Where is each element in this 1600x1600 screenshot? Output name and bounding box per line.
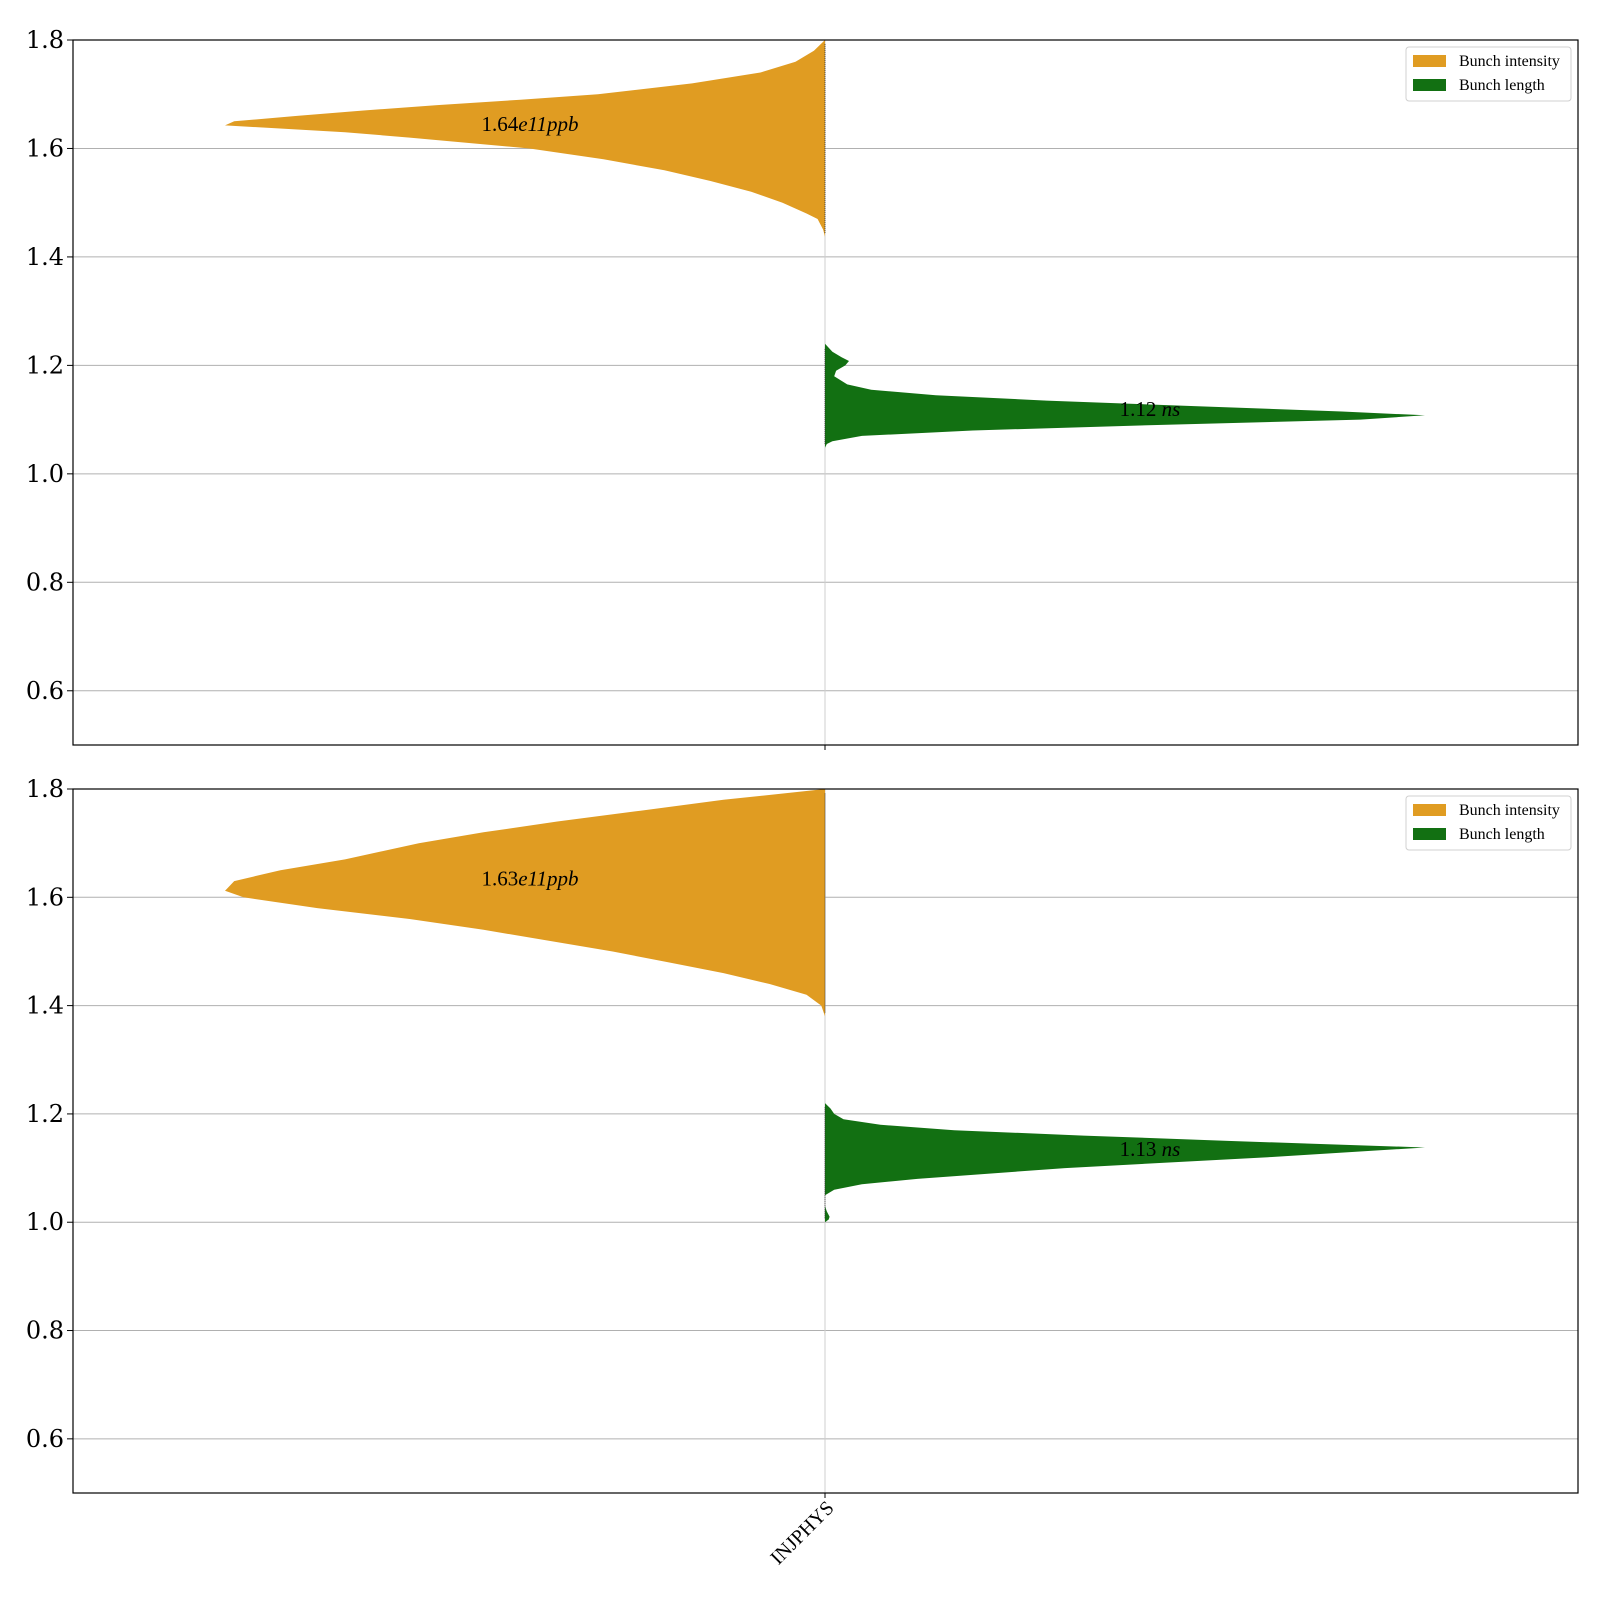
y-tick-label: 1.0 [26,460,64,488]
legend-swatch [1413,79,1446,91]
median-unit: ns [1162,397,1181,421]
y-tick-label: 1.2 [26,1100,64,1128]
chart-panel-1: 0.6 0.8 1.0 1.2 1.4 1.6 1.8 1.64e11ppb 1.12 ns Bu… [26,26,1579,750]
legend-swatch [1413,55,1446,67]
median-exponent: e11 [518,866,547,890]
y-tick-label: 1.8 [26,26,64,54]
bunch-length-violin [825,343,1425,448]
bunch-intensity-violin [225,789,825,1017]
bunch-intensity-median-label: 1.64e11ppb [481,112,578,136]
bunch-length-violin [825,1103,1425,1223]
x-tick-label: INJPHYS [766,1497,838,1569]
y-tick-label: 1.4 [26,243,64,271]
y-tick-label: 0.8 [26,568,64,596]
chart-panel-2: 0.6 0.8 1.0 1.2 1.4 1.6 1.8 1.63e11ppb 1.13 ns IN… [26,775,1579,1569]
legend-box [1405,46,1572,102]
median-unit: ns [1162,1137,1181,1161]
median-value: 1.12 [1120,397,1157,421]
bunch-length-median-label: 1.13 ns [1120,1137,1181,1161]
median-unit: ppb [545,112,579,136]
bunch-length-median-label: 1.12 ns [1120,397,1181,421]
bunch-intensity-median-label: 1.63e11ppb [481,866,578,890]
legend: Bunch intensity Bunch length [1405,795,1572,851]
legend-entry: Bunch length [1459,826,1545,843]
median-unit: ppb [545,866,579,890]
legend-entry: Bunch length [1459,77,1545,94]
median-value: 1.64 [481,112,518,136]
median-value: 1.13 [1120,1137,1157,1161]
legend-swatch [1413,828,1446,840]
y-tick-label: 1.8 [26,775,64,803]
y-tick-label: 1.2 [26,351,64,379]
legend-swatch [1413,804,1446,816]
legend: Bunch intensity Bunch length [1405,46,1572,102]
y-tick-label: 1.4 [26,992,64,1020]
y-tick-label: 1.6 [26,883,64,911]
median-value: 1.63 [481,866,518,890]
y-tick-label: 0.8 [26,1317,64,1345]
bunch-intensity-violin [225,40,825,237]
y-tick-label: 1.0 [26,1208,64,1236]
y-tick-label: 1.6 [26,134,64,162]
legend-entry: Bunch intensity [1459,802,1560,819]
median-exponent: e11 [518,112,547,136]
y-tick-label: 0.6 [26,1425,64,1453]
y-tick-label: 0.6 [26,677,64,705]
legend-entry: Bunch intensity [1459,53,1560,70]
legend-box [1405,795,1572,851]
